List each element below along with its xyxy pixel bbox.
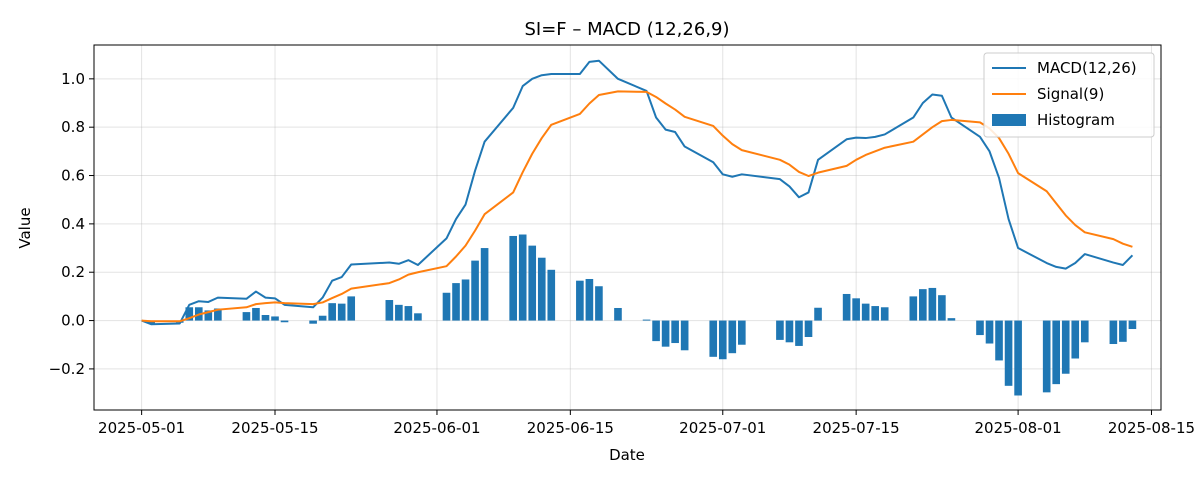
histogram-bar (347, 296, 355, 320)
x-tick-label: 2025-08-01 (975, 419, 1062, 437)
y-tick-label: 0.2 (61, 263, 85, 281)
legend: MACD(12,26) Signal(9) Histogram (984, 53, 1154, 137)
x-tick-label: 2025-05-15 (231, 419, 318, 437)
x-tick-label: 2025-07-01 (679, 419, 766, 437)
histogram-bar (319, 316, 327, 321)
histogram-bar (919, 289, 927, 320)
legend-histogram-label: Histogram (1037, 111, 1115, 129)
histogram-bar (547, 270, 555, 321)
histogram-bar (614, 308, 622, 321)
histogram-bar (443, 293, 451, 321)
chart-title: SI=F – MACD (12,26,9) (524, 19, 729, 40)
histogram-bar (1110, 321, 1118, 344)
histogram-bar (1043, 321, 1051, 393)
histogram-bar (643, 320, 651, 321)
y-axis-label: Value (16, 207, 34, 248)
histogram-bar (471, 261, 479, 321)
histogram-bar (986, 321, 994, 344)
histogram-bar (328, 303, 336, 320)
histogram-bar (776, 321, 784, 340)
histogram-bar (805, 321, 813, 337)
histogram-bar (719, 321, 727, 360)
histogram-bar (738, 321, 746, 345)
x-tick-label: 2025-05-01 (98, 419, 185, 437)
histogram-bar (405, 306, 413, 321)
histogram-bar (995, 321, 1003, 361)
histogram-bar (395, 305, 403, 321)
histogram-bar (528, 246, 536, 321)
histogram-bars (138, 235, 1136, 396)
histogram-bar (948, 318, 956, 320)
histogram-bar (709, 321, 717, 357)
histogram-bar (1119, 321, 1127, 342)
histogram-bar (252, 308, 260, 321)
histogram-bar (1071, 321, 1079, 359)
y-tick-label: 1.0 (61, 70, 85, 88)
histogram-bar (976, 321, 984, 336)
histogram-bar (1005, 321, 1013, 386)
histogram-bar (519, 235, 527, 321)
histogram-bar (414, 313, 422, 320)
histogram-bar (243, 312, 251, 320)
histogram-bar (481, 248, 489, 321)
histogram-bar (929, 288, 937, 321)
histogram-bar (262, 315, 270, 321)
histogram-bar (786, 321, 794, 343)
histogram-bar (881, 307, 889, 320)
histogram-bar (681, 321, 689, 351)
x-tick-label: 2025-06-15 (527, 419, 614, 437)
histogram-bar (814, 308, 822, 321)
y-tick-label: 0.8 (61, 118, 85, 136)
histogram-bar (1129, 321, 1137, 329)
histogram-bar (281, 321, 289, 323)
histogram-bar (843, 294, 851, 321)
histogram-bar (938, 295, 946, 320)
x-tick-label: 2025-06-01 (393, 419, 480, 437)
y-tick-label: −0.2 (49, 360, 85, 378)
histogram-bar (586, 279, 594, 321)
legend-histogram-swatch (992, 114, 1026, 126)
histogram-bar (538, 258, 546, 321)
histogram-bar (1014, 321, 1022, 396)
histogram-bar (662, 321, 670, 347)
x-tick-label: 2025-08-15 (1108, 419, 1195, 437)
histogram-bar (1062, 321, 1070, 374)
histogram-bar (795, 321, 803, 346)
x-axis-label: Date (609, 446, 645, 464)
histogram-bar (309, 321, 317, 324)
histogram-bar (728, 321, 736, 354)
y-tick-label: 0.4 (61, 215, 85, 233)
y-axis-ticks: −0.2 0.0 0.2 0.4 0.6 0.8 1.0 (49, 70, 94, 378)
legend-signal-label: Signal(9) (1037, 85, 1104, 103)
histogram-bar (909, 296, 917, 320)
histogram-bar (852, 298, 860, 320)
legend-macd-label: MACD(12,26) (1037, 59, 1137, 77)
histogram-bar (386, 300, 394, 321)
y-tick-label: 0.6 (61, 167, 85, 185)
histogram-bar (509, 236, 517, 321)
histogram-bar (652, 321, 660, 342)
histogram-bar (338, 304, 346, 321)
histogram-bar (1081, 321, 1089, 343)
histogram-bar (271, 316, 279, 320)
histogram-bar (671, 321, 679, 343)
histogram-bar (871, 306, 879, 321)
histogram-bar (576, 281, 584, 321)
histogram-bar (462, 279, 470, 320)
x-axis-ticks: 2025-05-01 2025-05-15 2025-06-01 2025-06-15… (98, 410, 1195, 437)
x-tick-label: 2025-07-15 (813, 419, 900, 437)
histogram-bar (1052, 321, 1060, 385)
histogram-bar (862, 304, 870, 321)
histogram-bar (595, 286, 603, 320)
histogram-bar (452, 283, 460, 320)
y-tick-label: 0.0 (61, 312, 85, 330)
